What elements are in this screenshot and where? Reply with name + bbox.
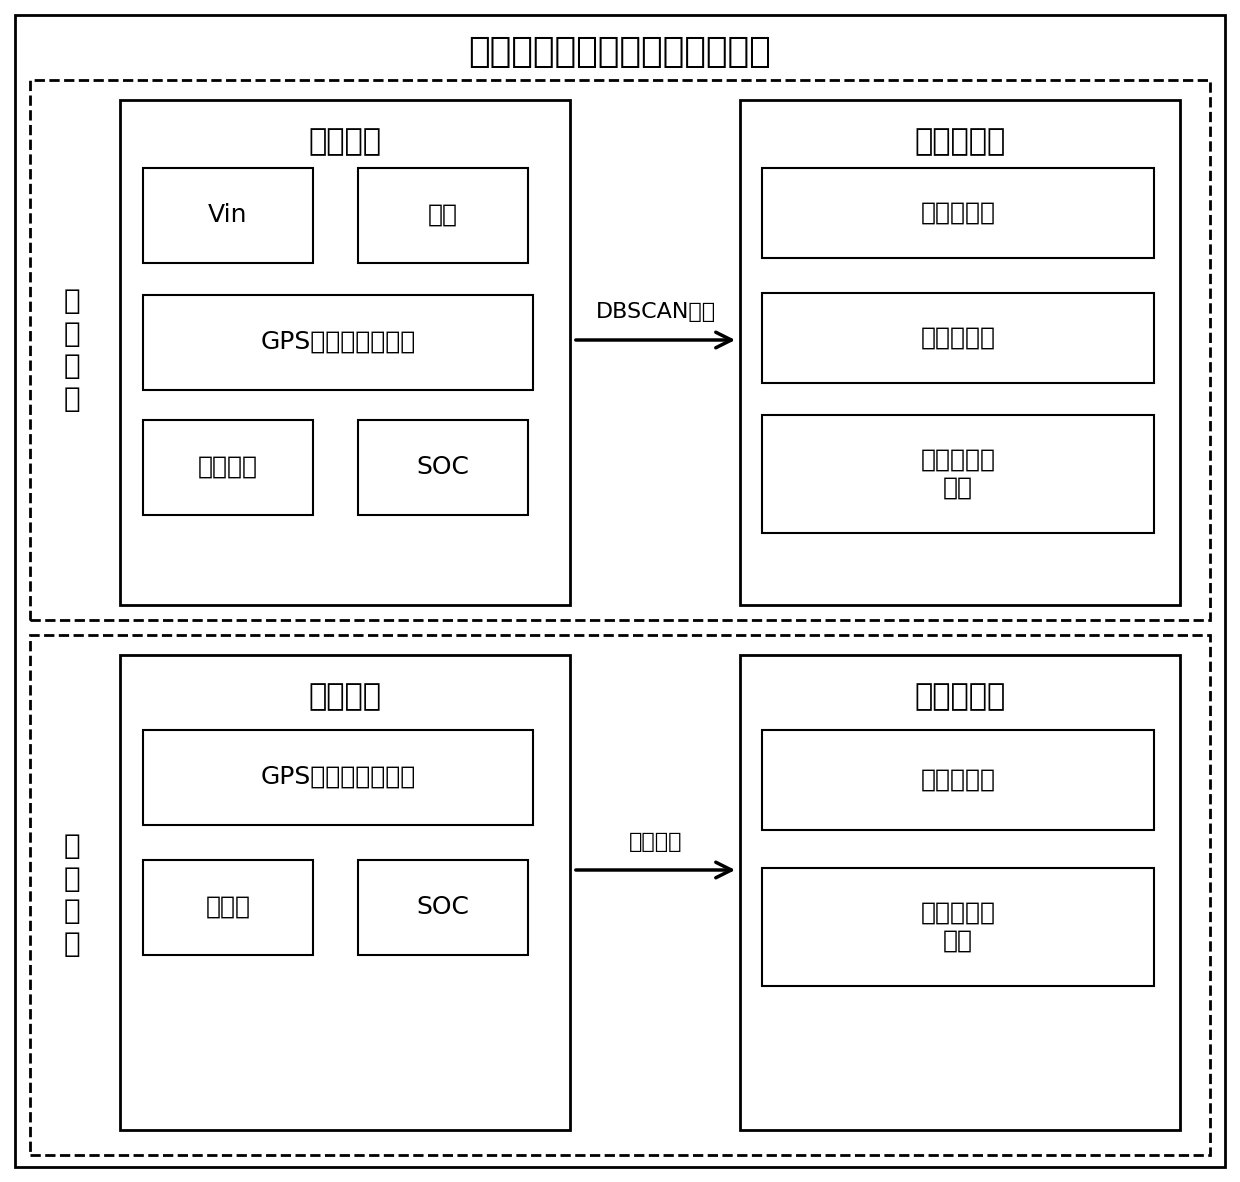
Text: 充电状态: 充电状态: [198, 455, 258, 479]
Bar: [358, 168, 528, 264]
Text: 动
态
计
算: 动 态 计 算: [63, 832, 81, 957]
Text: Vin: Vin: [208, 203, 248, 227]
Text: 新能源汽车国家监测与管理平台: 新能源汽车国家监测与管理平台: [469, 35, 771, 69]
Bar: [120, 100, 570, 605]
Text: 静
态
计
算: 静 态 计 算: [63, 287, 81, 413]
Bar: [358, 420, 528, 515]
Bar: [358, 860, 528, 955]
Text: 充电站位置: 充电站位置: [920, 768, 996, 792]
Bar: [740, 655, 1180, 1130]
Text: 充电桩数量: 充电桩数量: [920, 326, 996, 350]
Bar: [763, 415, 1154, 533]
Text: SOC: SOC: [417, 895, 470, 918]
Bar: [30, 635, 1210, 1155]
Bar: [143, 168, 312, 264]
Bar: [143, 296, 533, 390]
Bar: [740, 100, 1180, 605]
Text: SOC: SOC: [417, 455, 470, 479]
Bar: [763, 730, 1154, 830]
Bar: [30, 80, 1210, 621]
Bar: [763, 168, 1154, 258]
Text: DBSCAN算法: DBSCAN算法: [596, 301, 715, 322]
Text: GPS（经度、纬度）: GPS（经度、纬度）: [260, 765, 415, 790]
Bar: [143, 730, 533, 825]
Text: 平台数据: 平台数据: [309, 128, 382, 156]
Text: 遗传算法: 遗传算法: [629, 832, 683, 852]
Text: 充电站位置: 充电站位置: [920, 201, 996, 225]
Text: 充电站信息: 充电站信息: [914, 128, 1006, 156]
Bar: [120, 655, 570, 1130]
Text: 当前充电桩
状态: 当前充电桩 状态: [920, 448, 996, 500]
Text: 目的地: 目的地: [206, 895, 250, 918]
Text: 当前充电桩
状态: 当前充电桩 状态: [920, 901, 996, 953]
Text: 车辆数据: 车辆数据: [309, 682, 382, 712]
Bar: [143, 860, 312, 955]
Text: 时间: 时间: [428, 203, 458, 227]
Bar: [143, 420, 312, 515]
Text: GPS（经度、纬度）: GPS（经度、纬度）: [260, 330, 415, 353]
Text: 充电站信息: 充电站信息: [914, 682, 1006, 712]
Bar: [763, 293, 1154, 383]
Bar: [763, 868, 1154, 986]
